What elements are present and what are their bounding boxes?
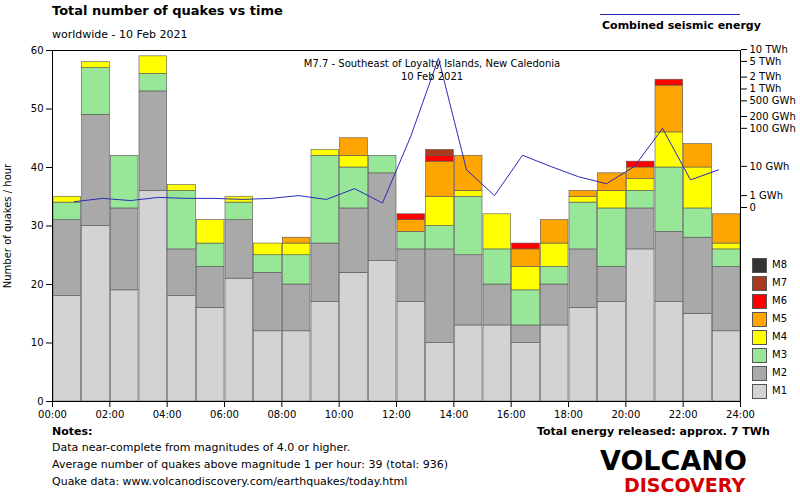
svg-text:10 TWh: 10 TWh [750, 44, 788, 55]
html-text:M7.7 - Southeast of Loyalty Is: M7.7 - Southeast of Loyalty Islands, New… [303, 58, 561, 69]
svg-text:06:00: 06:00 [210, 409, 239, 420]
svg-text:24:00: 24:00 [726, 409, 755, 420]
svg-text:200 GWh: 200 GWh [750, 111, 796, 122]
svg-text:22:00: 22:00 [669, 409, 698, 420]
svg-text:14:00: 14:00 [439, 409, 468, 420]
html-text:worldwide - 10 Feb 2021: worldwide - 10 Feb 2021 [52, 28, 188, 41]
svg-text:5 TWh: 5 TWh [750, 56, 782, 67]
svg-text:60: 60 [31, 45, 44, 56]
html-text:Total energy released: approx.: Total energy released: approx. 7 TWh [537, 425, 770, 438]
html-text:M4: M4 [772, 331, 787, 342]
svg-text:1 GWh: 1 GWh [750, 190, 784, 201]
svg-text:0: 0 [37, 396, 43, 407]
html-text:M7: M7 [772, 277, 787, 288]
html-text:Data near-complete from magnit: Data near-complete from magnitudes of 4.… [52, 441, 351, 454]
svg-text:10 GWh: 10 GWh [750, 161, 790, 172]
svg-text:00:00: 00:00 [38, 409, 67, 420]
svg-text:500 GWh: 500 GWh [750, 95, 796, 106]
html-text:Average number of quakes above: Average number of quakes above magnitude… [52, 458, 448, 471]
svg-text:20:00: 20:00 [611, 409, 640, 420]
html-text:DISCOVERY: DISCOVERY [624, 474, 746, 496]
svg-text:10: 10 [31, 337, 44, 348]
html-text:10 Feb 2021: 10 Feb 2021 [400, 71, 464, 82]
svg-text:10:00: 10:00 [325, 409, 354, 420]
svg-text:12:00: 12:00 [382, 409, 411, 420]
svg-text:02:00: 02:00 [95, 409, 124, 420]
html-text:M5: M5 [772, 313, 787, 324]
svg-text:08:00: 08:00 [267, 409, 296, 420]
html-text:M3: M3 [772, 349, 787, 360]
html-text:M8: M8 [772, 259, 787, 270]
svg-text:Number of quakes / hour: Number of quakes / hour [2, 163, 13, 288]
svg-text:1 TWh: 1 TWh [750, 83, 782, 94]
html-text:Quake data: www.volcanodiscove: Quake data: www.volcanodiscovery.com/ear… [52, 475, 408, 488]
html-text:Notes:: Notes: [52, 425, 93, 438]
svg-text:50: 50 [31, 103, 44, 114]
html-text:VOLCANO: VOLCANO [600, 445, 747, 476]
html-text:M1: M1 [772, 385, 787, 396]
svg-text:30: 30 [31, 220, 44, 231]
svg-text:40: 40 [31, 162, 44, 173]
html-text:M2: M2 [772, 367, 787, 378]
html-text:M6: M6 [772, 295, 787, 306]
svg-text:0: 0 [750, 202, 756, 213]
svg-text:100 GWh: 100 GWh [750, 123, 796, 134]
svg-text:18:00: 18:00 [554, 409, 583, 420]
svg-text:20: 20 [31, 279, 44, 290]
svg-text:04:00: 04:00 [153, 409, 182, 420]
svg-text:16:00: 16:00 [497, 409, 526, 420]
html-text:Total number of quakes vs time: Total number of quakes vs time [52, 3, 283, 18]
html-text:Combined seismic energy: Combined seismic energy [602, 19, 761, 32]
svg-text:2 TWh: 2 TWh [750, 71, 782, 82]
